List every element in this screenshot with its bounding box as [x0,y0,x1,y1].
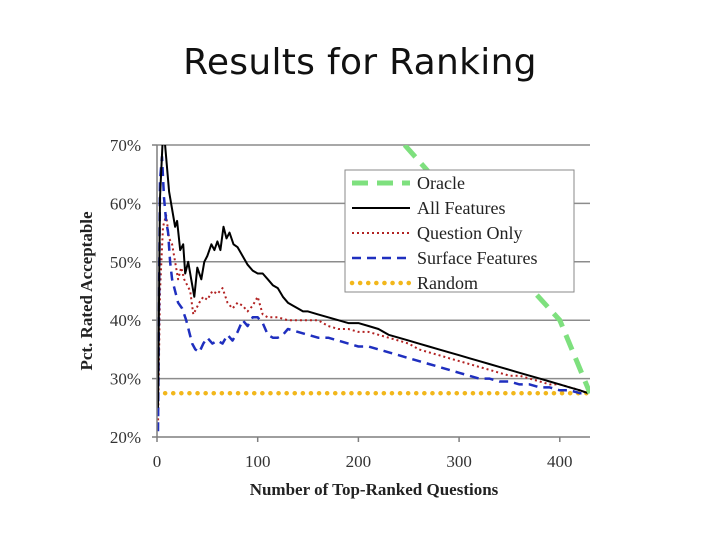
legend: Oracle All Features Question Only Surface F… [344,169,575,293]
y-tick-label: 30% [110,370,141,389]
series-line-all-features [157,145,589,408]
x-tick-label: 300 [446,452,472,471]
legend-box [344,169,575,293]
x-tick-label: 200 [346,452,372,471]
x-tick-label: 400 [547,452,573,471]
y-tick-label: 40% [110,311,141,330]
x-axis-title: Number of Top-Ranked Questions [250,480,499,499]
slide-title: Results for Ranking [183,42,537,83]
y-tick-label: 60% [110,194,141,213]
y-tick-label: 70% [110,136,141,155]
y-tick-label: 20% [110,428,141,447]
y-axis-ticks: 20% 30% 40% 50% 60% 70% [110,136,157,447]
x-tick-label: 100 [245,452,271,471]
x-axis-ticks: 0 100 200 300 400 [153,437,573,471]
legend-label: Oracle [417,173,465,193]
legend-label: Surface Features [417,248,537,268]
y-tick-label: 50% [110,253,141,272]
y-axis-title: Pct. Rated Acceptable [77,211,96,371]
legend-label: All Features [417,198,505,218]
series-line-surface-features [157,155,588,432]
x-tick-label: 0 [153,452,162,471]
legend-label: Random [417,273,478,293]
legend-label: Question Only [417,223,523,243]
